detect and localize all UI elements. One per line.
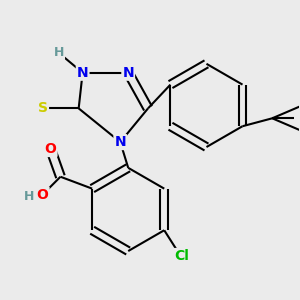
Text: Cl: Cl: [175, 249, 190, 263]
Text: N: N: [115, 135, 126, 149]
Text: O: O: [37, 188, 49, 202]
Text: N: N: [77, 66, 88, 80]
Text: S: S: [38, 101, 48, 116]
Text: H: H: [54, 46, 64, 59]
Text: O: O: [45, 142, 56, 156]
Text: H: H: [24, 190, 34, 203]
Text: N: N: [122, 66, 134, 80]
